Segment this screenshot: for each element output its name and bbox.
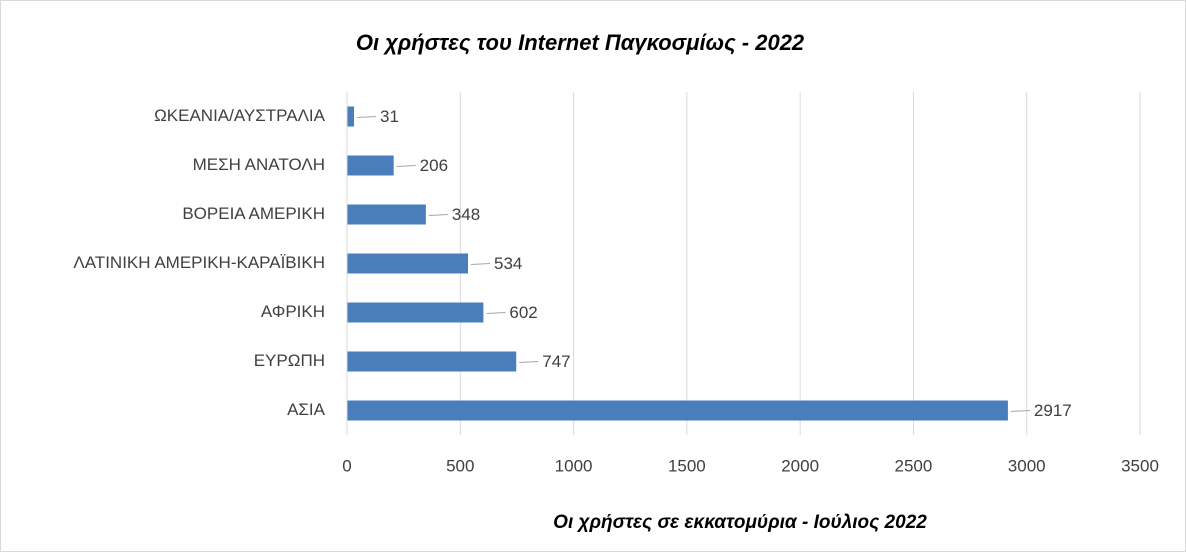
x-tick-label: 0 [342, 456, 351, 475]
x-tick-label: 2500 [895, 456, 933, 475]
data-label: 31 [380, 107, 399, 126]
y-tick-label: ΩΚΕΑΝΙΑ/ΑΥΣΤΡΑΛΙΑ [154, 106, 326, 125]
bar [347, 351, 517, 372]
bar [347, 204, 426, 225]
x-tick-label: 500 [446, 456, 474, 475]
y-tick-label: ΒΟΡΕΙΑ ΑΜΕΡΙΚΗ [182, 204, 325, 223]
x-tick-label: 2000 [781, 456, 819, 475]
y-tick-label: ΜΕΣΗ ΑΝΑΤΟΛΗ [193, 155, 325, 174]
data-label: 348 [452, 205, 480, 224]
x-tick-label: 1500 [668, 456, 706, 475]
x-tick-label: 3500 [1121, 456, 1159, 475]
x-tick-label: 1000 [555, 456, 593, 475]
data-label: 2917 [1034, 401, 1072, 420]
data-label: 206 [420, 156, 448, 175]
leader-line [470, 263, 491, 265]
leader-line [486, 312, 506, 314]
chart-title: Οι χρήστες του Internet Παγκοσμίως - 202… [356, 30, 805, 55]
bar [347, 302, 484, 323]
y-tick-label: ΑΦΡΙΚΗ [261, 302, 325, 321]
y-tick-label: ΑΣΙΑ [287, 400, 326, 419]
data-label: 602 [509, 303, 537, 322]
data-label: 534 [494, 254, 522, 273]
leader-line [428, 214, 448, 216]
bar [347, 155, 394, 176]
leader-line [519, 361, 539, 363]
y-tick-label: ΛΑΤΙΝΙΚΗ ΑΜΕΡΙΚΗ-ΚΑΡΑΪΒΙΚΗ [73, 253, 325, 272]
bar [347, 400, 1008, 421]
x-tick-label: 3000 [1008, 456, 1046, 475]
leader-line [356, 116, 377, 118]
y-tick-label: ΕΥΡΩΠΗ [254, 351, 325, 370]
data-label: 747 [542, 352, 570, 371]
bar [347, 253, 468, 274]
leader-line [1010, 410, 1030, 412]
x-axis-label: Οι χρήστες σε εκκατομύρια - Ιούλιος 2022 [553, 512, 927, 533]
leader-line [396, 165, 416, 167]
bar [347, 106, 355, 127]
